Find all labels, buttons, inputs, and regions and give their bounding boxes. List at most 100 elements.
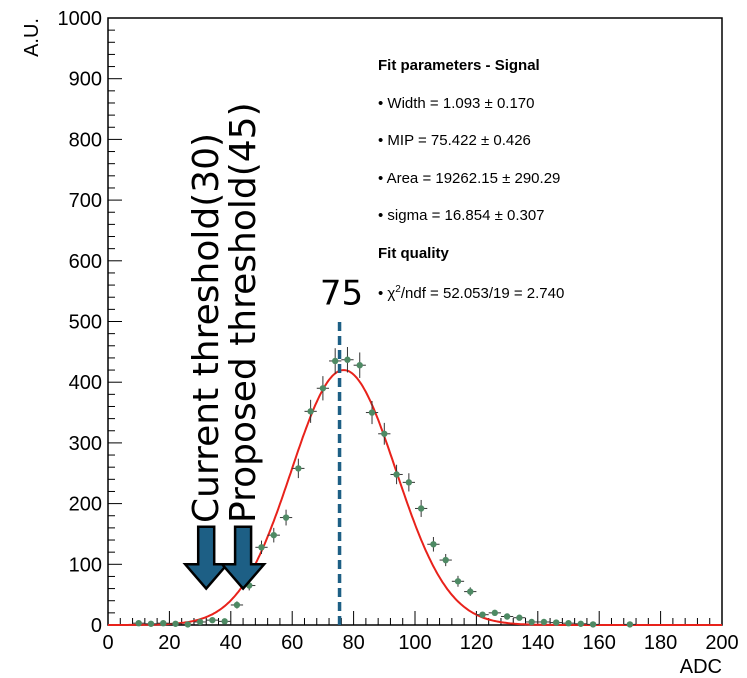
point-marker [270,531,277,539]
fit-quality-heading: Fit quality [378,245,449,262]
data-point [304,399,317,423]
data-point [513,614,526,621]
data-point [402,473,415,492]
stat-sigma: • sigma = 16.854 ± 0.307 [378,207,545,224]
stat-mip: • MIP = 75.422 ± 0.426 [378,132,531,149]
y-tick-label: 700 [69,190,102,212]
chi2-symbol: χ [387,285,395,302]
data-point [144,620,158,627]
chi2-value: /ndf = 52.053/19 = 2.740 [401,285,564,302]
point-marker [577,620,584,627]
point-marker [565,619,572,627]
data-point [390,464,403,485]
chi2-bullet: • [378,285,387,302]
proposed-threshold-label: Proposed threshold(45) [223,102,264,523]
point-marker [282,514,290,521]
fit-stats-box: Fit parameters - Signal • Width = 1.093 … [378,57,564,302]
point-marker [626,621,634,628]
data-point [218,618,231,625]
x-tick-label: 60 [281,632,303,654]
fit-parameters-heading: Fit parameters - Signal [378,57,540,74]
data-point [193,618,207,626]
point-marker [553,619,560,626]
fit-curve-group [108,369,722,626]
current-threshold-arrow-icon [182,525,230,591]
point-marker [307,408,314,415]
data-point [267,527,280,543]
point-marker [381,430,388,437]
data-point [365,401,379,425]
point-marker [295,465,302,472]
data-point [500,613,514,620]
mip-label: 75 [320,273,363,313]
point-marker [356,362,363,369]
data-point [574,620,587,627]
point-marker [540,618,548,626]
stat-width: • Width = 1.093 ± 0.170 [378,95,535,112]
point-marker [160,619,167,627]
data-point [341,346,354,373]
y-tick-label: 100 [69,554,102,576]
data-point [316,376,330,401]
data-point [292,458,305,479]
x-tick-label: 80 [342,632,364,654]
data-point [169,620,182,627]
proposed-threshold-arrow-icon [219,525,267,591]
data-point [488,609,501,617]
y-tick-label: 0 [91,615,102,637]
x-tick-label: 200 [705,632,738,654]
point-marker [147,620,155,627]
data-point [415,499,428,517]
x-tick-label: 120 [460,632,493,654]
point-marker [331,357,339,365]
annotations: 75 Current threshold(30)Proposed threshol… [182,102,363,625]
point-marker [417,505,425,512]
point-marker [221,618,228,625]
y-tick-label: 200 [69,494,102,516]
y-axis-title: A.U. [21,18,43,57]
data-point [181,621,194,628]
data-point [439,553,452,567]
point-marker [479,611,486,618]
current-threshold-label: Current threshold(30) [186,133,227,523]
data-point [537,618,551,626]
data-point [562,619,575,627]
data-point [427,536,440,552]
point-marker [135,619,142,627]
point-marker [516,614,523,621]
data-point [353,352,366,378]
chi2-superscript: 2 [395,284,401,295]
data-point [230,601,244,609]
point-marker [344,356,351,363]
x-axis-title: ADC [680,656,722,678]
x-tick-label: 0 [102,632,113,654]
y-tick-label: 400 [69,372,102,394]
axis-tick-labels: 0 20 40 60 80 100 120 140 160 180 200 0 100 200 300 400… [58,8,739,654]
data-point [525,618,538,626]
x-tick-label: 100 [398,632,431,654]
data-point [132,619,145,627]
point-marker [528,618,535,626]
point-marker [467,588,474,595]
data-point [476,611,489,618]
x-tick-label: 180 [644,632,677,654]
y-tick-label: 500 [69,312,102,334]
data-point [255,540,268,554]
data-point [451,575,465,587]
y-tick-label: 600 [69,251,102,273]
data-point [279,509,293,526]
point-marker [184,621,192,628]
x-tick-label: 140 [521,632,554,654]
stat-area: • Area = 19262.15 ± 290.29 [378,170,560,187]
y-tick-label: 300 [69,433,102,455]
fit-curve [108,369,722,626]
data-point [464,587,477,596]
x-tick-label: 160 [583,632,616,654]
point-marker [405,479,413,486]
data-points [132,346,637,628]
point-marker [393,471,400,478]
x-tick-label: 20 [158,632,180,654]
point-marker [430,541,437,548]
point-marker [589,621,597,628]
